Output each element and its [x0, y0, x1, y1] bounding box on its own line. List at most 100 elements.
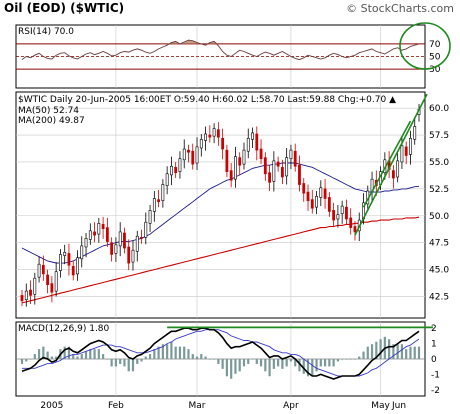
macd-histogram-bar — [204, 356, 207, 359]
trend-channel-lower — [354, 93, 428, 236]
candle-body — [101, 224, 105, 229]
macd-histogram-bar — [298, 359, 301, 372]
macd-histogram-bar — [375, 341, 378, 359]
candle-body — [20, 295, 24, 302]
credit-text: © StockCharts.com — [346, 2, 454, 15]
macd-histogram-bar — [127, 359, 130, 372]
candle-body — [46, 274, 50, 285]
macd-histogram-bar — [200, 354, 203, 359]
price-frame — [15, 91, 426, 319]
candle-body — [63, 252, 67, 256]
x-tick-label: Jun — [391, 401, 406, 411]
candle-body — [24, 290, 28, 301]
macd-histogram-bar — [319, 359, 322, 367]
candle-body — [251, 132, 254, 140]
macd-histogram-bar — [80, 354, 83, 359]
macd-histogram-bar — [230, 359, 233, 379]
candle-body — [353, 226, 357, 233]
macd-histogram-bar — [349, 359, 352, 360]
trend-channel-upper — [362, 120, 412, 208]
macd-histogram-bar — [234, 359, 237, 374]
macd-histogram-bar — [379, 339, 382, 359]
macd-histogram-bar — [76, 356, 79, 359]
candle-body — [323, 188, 327, 199]
candle-body — [306, 191, 310, 201]
price-tick-label: 55.0 — [429, 158, 449, 168]
macd-histogram-bar — [341, 359, 344, 360]
macd-histogram-bar — [63, 346, 66, 359]
candle-body — [37, 263, 41, 278]
macd-histogram-bar — [323, 359, 327, 367]
candle-body — [123, 232, 126, 249]
candle-body — [118, 231, 122, 247]
macd-histogram-bar — [366, 346, 369, 359]
candle-body — [310, 199, 314, 209]
candle-body — [199, 139, 203, 149]
ma50-line — [21, 162, 420, 264]
candle-body — [340, 205, 344, 214]
macd-histogram-bar — [136, 359, 139, 364]
macd-histogram-bar — [281, 359, 284, 369]
candle-body — [76, 257, 79, 275]
candle-body — [84, 238, 88, 248]
candle-body — [131, 249, 135, 263]
macd-tick-label: -1 — [431, 370, 440, 380]
macd-histogram-bar — [50, 356, 53, 359]
candle-body — [263, 157, 267, 175]
candle-body — [33, 277, 37, 295]
candle-body — [80, 245, 84, 260]
candle-body — [285, 157, 289, 177]
macd-histogram-bar — [170, 341, 173, 359]
candle-body — [127, 246, 131, 264]
candle-body — [272, 160, 276, 182]
x-tick-label: 2005 — [40, 401, 63, 411]
macd-histogram-bar — [110, 359, 113, 367]
candle-body — [409, 137, 412, 155]
candle-body — [71, 266, 75, 276]
macd-histogram-bar — [208, 359, 211, 360]
x-axis: 2005 Feb Mar Apr May Jun — [40, 401, 406, 411]
candle-body — [178, 158, 182, 172]
macd-histogram-bar — [46, 351, 49, 359]
macd-histogram-bar — [29, 359, 32, 360]
macd-line — [21, 327, 420, 380]
price-tick-label: 45.0 — [429, 266, 449, 276]
macd-histogram-bar — [345, 359, 348, 360]
rsi-label: RSI(14) 70.0 — [18, 27, 74, 37]
macd-histogram-bar — [311, 359, 314, 377]
macd-histogram-bar — [25, 359, 28, 362]
price-tick-label: 52.5 — [429, 185, 449, 195]
macd-histogram-bar — [131, 359, 135, 372]
macd-histogram-bar — [67, 346, 71, 359]
candle-body — [157, 199, 161, 203]
macd-histogram-bar — [358, 356, 361, 359]
macd-histogram-bar — [264, 359, 267, 372]
macd-histogram-bar — [409, 346, 412, 359]
macd-panel: 2 1 0 -1 -2 MACD(12,26,9) 1.80 — [15, 321, 440, 397]
price-tick-label: 42.5 — [429, 292, 449, 302]
macd-histogram-bar — [183, 346, 186, 359]
rsi-line — [21, 39, 420, 61]
candle-body — [327, 197, 331, 212]
macd-histogram-bar — [370, 344, 374, 359]
macd-histogram-bar — [362, 351, 365, 359]
macd-histogram-bar — [405, 349, 408, 359]
candle-body — [229, 170, 233, 181]
candle-body — [144, 221, 148, 238]
ma200-label: MA(200) 49.87 — [18, 116, 85, 126]
macd-histogram-bar — [294, 359, 297, 367]
macd-histogram-bar — [89, 349, 92, 359]
candle-body — [246, 137, 250, 152]
candle-body — [216, 129, 220, 138]
macd-histogram-bar — [255, 359, 258, 364]
macd-histogram-bar — [277, 359, 280, 367]
annotation-circle — [399, 22, 451, 70]
macd-histogram-bar — [388, 339, 391, 359]
macd-histogram-bar — [302, 359, 305, 374]
x-tick-label: Apr — [283, 401, 299, 411]
candle-body — [110, 242, 114, 255]
candle-body — [212, 128, 216, 137]
macd-histogram-bar — [251, 359, 254, 360]
macd-histogram-bar — [153, 349, 156, 359]
candle-body — [238, 157, 242, 166]
